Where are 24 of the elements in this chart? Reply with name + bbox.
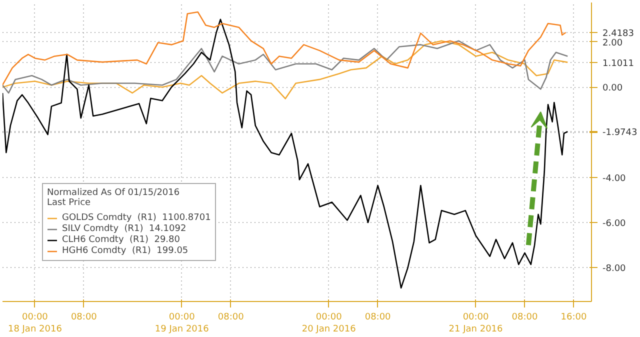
x-tick-label: 08:00 bbox=[218, 312, 244, 322]
line-series bbox=[2, 11, 566, 86]
y-tick-label: -6.00 bbox=[602, 219, 626, 230]
legend-label: SILV Comdty (R1) 14.1092 bbox=[62, 224, 186, 234]
y-tick-label: -1.9743 bbox=[602, 128, 638, 138]
x-tick-label: 00:00 21 Jan 2016 bbox=[448, 312, 504, 334]
x-tick-label: 08:00 bbox=[364, 312, 392, 322]
y-tick-label: -8.00 bbox=[602, 264, 626, 274]
line-series bbox=[2, 18, 568, 289]
y-tick-label: 2.00 bbox=[602, 38, 623, 48]
x-tick-label: 00:00 20 Jan 2016 bbox=[302, 312, 356, 334]
x-tick-label: 00:00 18 Jan 2016 bbox=[8, 312, 62, 334]
legend-label: HGH6 Comdty (R1) 199.05 bbox=[62, 246, 188, 256]
y-tick-label: 2.4183 bbox=[602, 29, 634, 40]
x-tick-label: 08:00 bbox=[70, 312, 98, 322]
legend-title: Normalized As Of 01/15/2016 Last Price bbox=[47, 188, 181, 208]
y-tick-label: 0.00 bbox=[602, 84, 623, 94]
y-tick-label: -4.00 bbox=[602, 174, 626, 184]
x-tick-label: 00:00 19 Jan 2016 bbox=[154, 312, 210, 334]
y-tick-label: 1.1011 bbox=[602, 58, 634, 69]
x-tick-label: 08:00 bbox=[512, 312, 538, 322]
legend-label: GOLDS Comdty (R1) 1100.8701 bbox=[62, 213, 211, 223]
legend-label: CLH6 Comdty (R1) 29.80 bbox=[62, 235, 180, 245]
x-tick-label: 16:00 bbox=[560, 312, 587, 322]
